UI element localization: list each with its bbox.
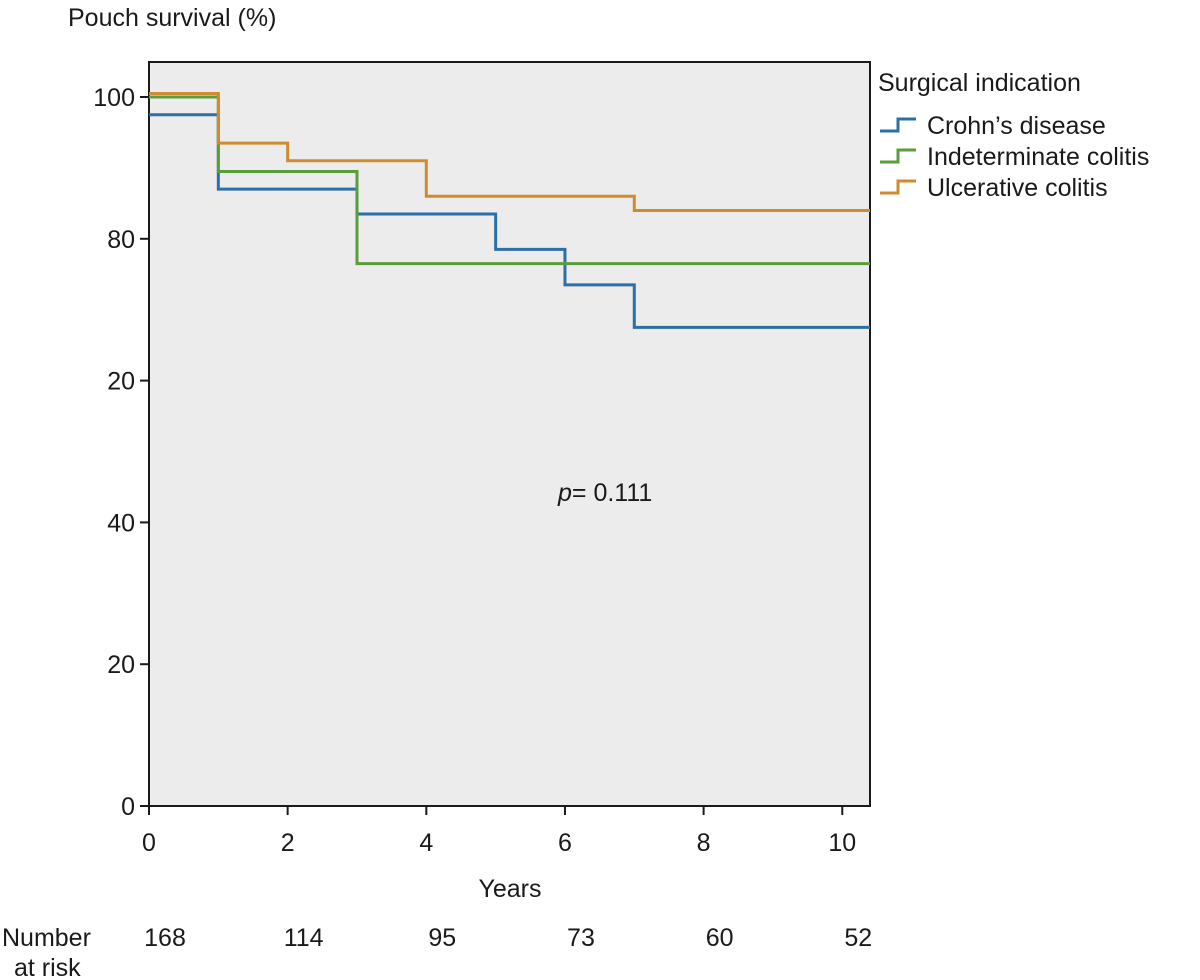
survival-curves (149, 91, 870, 329)
legend-swatch (880, 117, 916, 133)
y-axis: 0 20 40 20 80 100 (93, 84, 149, 821)
y-tick-label: 80 (107, 226, 135, 254)
series-line-crohn-s-disease (149, 113, 870, 329)
legend-entry: Indeterminate colitis (927, 143, 1149, 171)
risk-table: Number at risk 168 114 95 73 60 52 (2, 924, 872, 980)
risk-value: 95 (428, 924, 456, 952)
x-tick-label: 2 (281, 829, 295, 857)
y-tick-label: 20 (107, 368, 135, 396)
legend-swatch (880, 148, 916, 164)
risk-label-line2: at risk (14, 954, 81, 980)
y-tick-label: 100 (93, 84, 135, 112)
legend-entry: Ulcerative colitis (927, 174, 1108, 202)
risk-label-line1: Number (2, 924, 91, 952)
x-tick-label: 8 (697, 829, 711, 857)
legend: Surgical indication Crohn’s disease Indet… (878, 69, 1149, 202)
risk-value: 52 (844, 924, 872, 952)
series-line-ulcerative-colitis (149, 91, 870, 212)
legend-title: Surgical indication (878, 69, 1081, 97)
x-tick-label: 10 (828, 829, 856, 857)
legend-entry: Crohn’s disease (927, 112, 1106, 140)
p-value-annotation: p= 0.111 (557, 479, 652, 507)
plot-area (148, 61, 871, 807)
risk-value: 60 (706, 924, 734, 952)
y-tick-label: 40 (107, 509, 135, 537)
p-symbol: p (557, 479, 572, 507)
x-tick-label: 0 (142, 829, 156, 857)
y-tick-label: 0 (121, 793, 135, 821)
x-tick-label: 4 (419, 829, 433, 857)
risk-value: 114 (284, 924, 324, 952)
series-line-indeterminate-colitis (149, 95, 870, 266)
risk-value: 168 (144, 924, 186, 952)
y-axis-title: Pouch survival (%) (68, 4, 276, 32)
p-value: = 0.111 (572, 479, 652, 507)
x-axis-title: Years (478, 875, 541, 903)
x-axis: 0 2 4 6 8 10 (142, 806, 856, 857)
x-tick-label: 6 (558, 829, 572, 857)
legend-swatch (880, 179, 916, 195)
risk-value: 73 (567, 924, 595, 952)
y-tick-label: 20 (107, 651, 135, 679)
